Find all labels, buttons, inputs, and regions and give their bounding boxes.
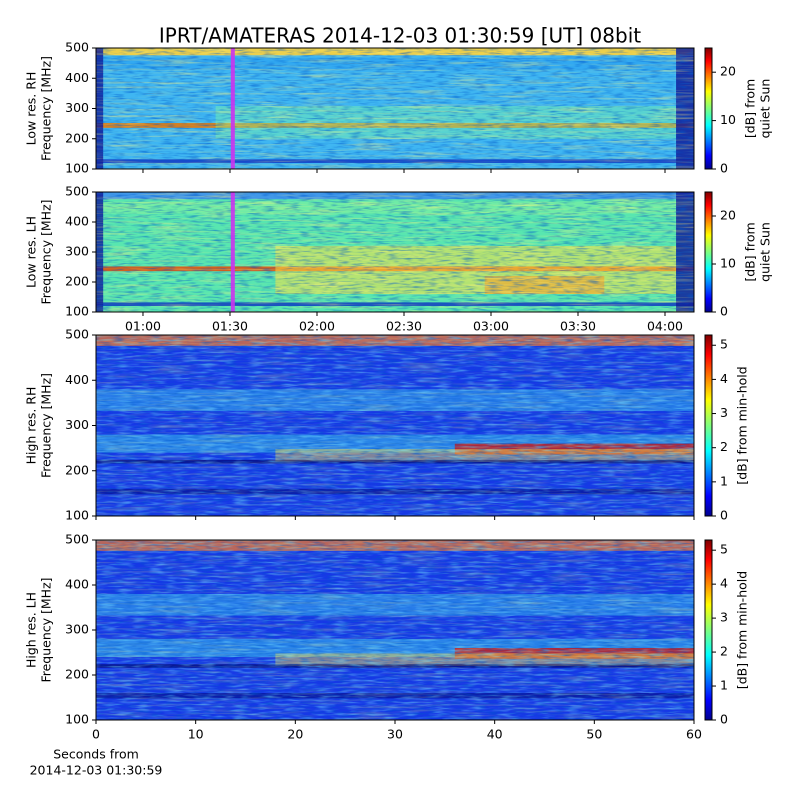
x-tick-label: 0 — [92, 727, 100, 742]
x-tick-label: 02:30 — [386, 319, 422, 334]
y-axis-label: High res. LH — [24, 592, 39, 668]
colorbar-frame — [704, 334, 713, 517]
x-axis-label: Seconds from — [53, 747, 139, 762]
colorbar — [705, 48, 712, 169]
y-tick-label: 400 — [65, 372, 89, 387]
colorbar-tick-label: 20 — [720, 64, 736, 79]
spectrogram-noise — [96, 192, 694, 312]
x-tick-label: 40 — [487, 727, 503, 742]
y-tick-label: 400 — [65, 214, 89, 229]
time-marker — [230, 48, 235, 169]
y-tick-label: 100 — [65, 161, 89, 176]
x-tick-label: 01:00 — [125, 319, 161, 334]
x-tick-label: 30 — [387, 727, 403, 742]
colorbar-tick-label: 20 — [720, 208, 736, 223]
colorbar — [705, 192, 712, 312]
y-axis-label: Frequency [MHz] — [39, 199, 54, 304]
colorbar-tick-label: 4 — [720, 576, 728, 591]
colorbar-frame — [704, 191, 713, 313]
colorbar-label: [dB] from min-hold — [735, 366, 750, 484]
y-tick-label: 200 — [65, 462, 89, 477]
y-tick-label: 200 — [65, 667, 89, 682]
colorbar — [705, 335, 712, 516]
y-tick-label: 500 — [65, 40, 89, 55]
colorbar-tick-label: 5 — [720, 337, 728, 352]
y-tick-label: 300 — [65, 417, 89, 432]
colorbar-tick-label: 0 — [720, 304, 728, 319]
colorbar-label: [dB] from min-hold — [735, 571, 750, 689]
x-axis-label: 2014-12-03 01:30:59 — [30, 763, 163, 778]
y-tick-label: 300 — [65, 244, 89, 259]
y-tick-label: 200 — [65, 130, 89, 145]
x-tick-label: 60 — [686, 727, 702, 742]
x-tick-label: 10 — [188, 727, 204, 742]
y-tick-label: 500 — [65, 184, 89, 199]
spectrogram-noise — [96, 540, 694, 720]
x-tick-label: 04:00 — [647, 319, 683, 334]
y-tick-label: 400 — [65, 577, 89, 592]
y-tick-label: 300 — [65, 622, 89, 637]
y-axis-label: Frequency [MHz] — [39, 577, 54, 682]
colorbar-tick-label: 0 — [720, 161, 728, 176]
colorbar-label: quiet Sun — [758, 79, 773, 139]
y-axis-label: Frequency [MHz] — [39, 373, 54, 478]
colorbar-tick-label: 2 — [720, 439, 728, 454]
y-tick-label: 100 — [65, 304, 89, 319]
chart-title: IPRT/AMATERAS 2014-12-03 01:30:59 [UT] 0… — [159, 24, 641, 48]
y-tick-label: 100 — [65, 508, 89, 523]
y-tick-label: 400 — [65, 70, 89, 85]
time-marker — [230, 192, 235, 312]
x-tick-label: 20 — [287, 727, 303, 742]
y-tick-label: 500 — [65, 327, 89, 342]
colorbar-label: quiet Sun — [758, 222, 773, 282]
colorbar-frame — [704, 539, 713, 721]
y-tick-label: 100 — [65, 712, 89, 727]
colorbar-tick-label: 5 — [720, 542, 728, 557]
colorbar-tick-label: 10 — [720, 256, 736, 271]
y-axis-label: Frequency [MHz] — [39, 56, 54, 161]
colorbar-tick-label: 1 — [720, 473, 728, 488]
y-tick-label: 200 — [65, 274, 89, 289]
colorbar-frame — [704, 47, 713, 170]
x-tick-label: 01:30 — [212, 319, 248, 334]
colorbar-tick-label: 3 — [720, 405, 728, 420]
y-axis-label: High res. RH — [24, 387, 39, 465]
y-tick-label: 500 — [65, 532, 89, 547]
x-tick-label: 50 — [586, 727, 602, 742]
colorbar-tick-label: 3 — [720, 610, 728, 625]
spectrogram-noise — [96, 335, 694, 516]
colorbar — [705, 540, 712, 720]
colorbar-tick-label: 2 — [720, 644, 728, 659]
colorbar-tick-label: 4 — [720, 371, 728, 386]
colorbar-label: [dB] from — [743, 79, 758, 138]
x-tick-label: 03:30 — [560, 319, 596, 334]
colorbar-tick-label: 0 — [720, 508, 728, 523]
y-axis-label: Low res. LH — [24, 216, 39, 288]
y-tick-label: 300 — [65, 100, 89, 115]
colorbar-tick-label: 0 — [720, 712, 728, 727]
x-tick-label: 02:00 — [299, 319, 335, 334]
colorbar-label: [dB] from — [743, 222, 758, 281]
x-tick-label: 03:00 — [473, 319, 509, 334]
spectrogram-noise — [96, 48, 694, 169]
y-axis-label: Low res. RH — [24, 72, 39, 146]
colorbar-tick-label: 1 — [720, 678, 728, 693]
colorbar-tick-label: 10 — [720, 112, 736, 127]
